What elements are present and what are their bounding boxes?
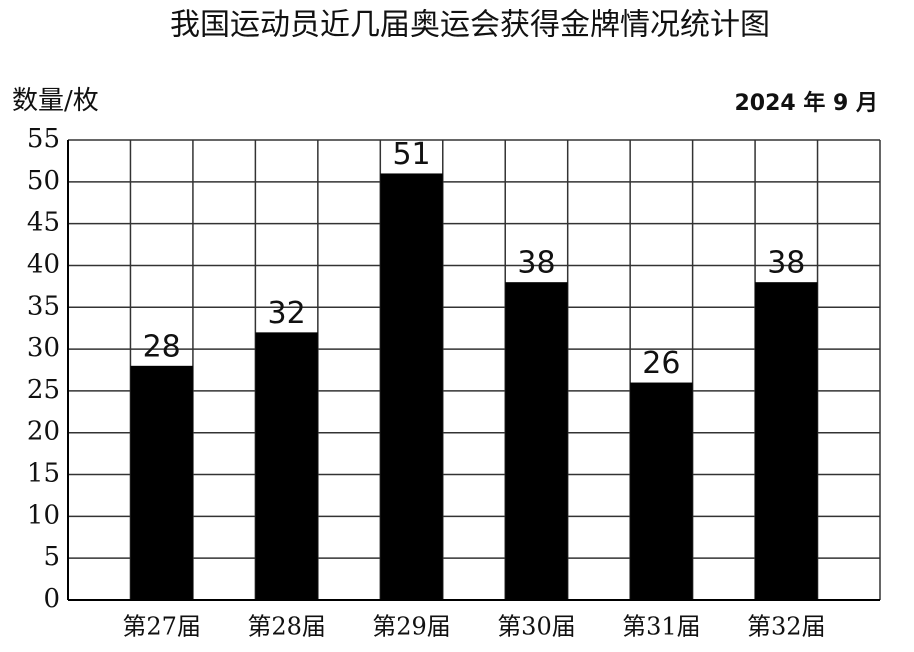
y-tick-label: 30 [27,333,60,363]
data-label: 51 [392,137,430,172]
bar [755,282,818,600]
date-label: 2024 年 9 月 [734,90,878,116]
y-tick-label: 5 [43,542,60,572]
data-label: 28 [143,329,181,364]
x-tick-label: 第28届 [247,613,326,641]
bar [380,173,443,601]
y-tick-label: 55 [27,124,60,154]
bar [630,382,693,600]
y-tick-label: 10 [27,500,60,530]
y-tick-label: 0 [43,584,60,614]
bar [130,365,193,600]
x-tick-label: 第29届 [372,613,451,641]
bar [505,282,568,600]
x-tick-label: 第30届 [497,613,576,641]
y-tick-label: 20 [27,417,60,447]
data-label: 32 [268,296,306,331]
y-tick-label: 25 [27,375,60,405]
y-axis-label: 数量/枚 [12,86,99,116]
y-tick-label: 40 [27,249,60,279]
x-tick-label: 第31届 [622,613,701,641]
chart-title: 我国运动员近几届奥运会获得金牌情况统计图 [170,8,770,43]
data-label: 26 [642,346,680,381]
y-tick-label: 50 [27,166,60,196]
y-tick-label: 35 [27,291,60,321]
x-tick-label: 第27届 [122,613,201,641]
data-label: 38 [767,246,805,281]
y-tick-label: 45 [27,208,60,238]
y-tick-label: 15 [27,459,60,489]
data-label: 38 [517,246,555,281]
x-tick-label: 第32届 [747,613,826,641]
bar [255,332,318,600]
